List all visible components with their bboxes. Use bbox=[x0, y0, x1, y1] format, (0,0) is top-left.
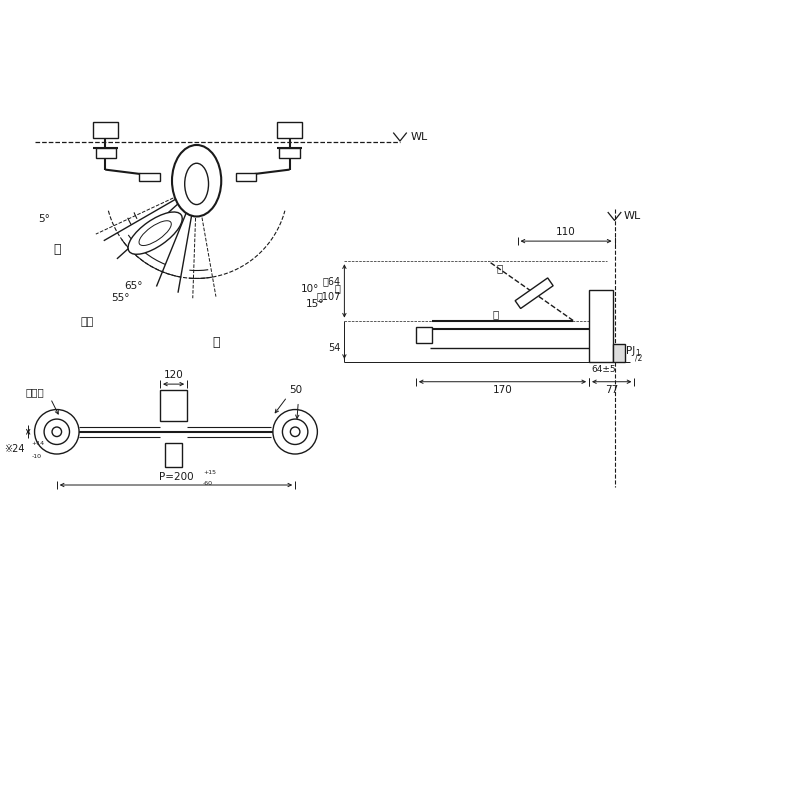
FancyBboxPatch shape bbox=[93, 122, 118, 138]
Polygon shape bbox=[515, 278, 553, 309]
Ellipse shape bbox=[185, 163, 209, 205]
FancyBboxPatch shape bbox=[416, 327, 432, 342]
Text: ※24: ※24 bbox=[4, 444, 25, 454]
FancyBboxPatch shape bbox=[279, 148, 300, 158]
Text: P=200: P=200 bbox=[158, 472, 194, 482]
Text: 水: 水 bbox=[212, 336, 219, 350]
Text: /2: /2 bbox=[635, 354, 642, 362]
FancyBboxPatch shape bbox=[139, 173, 160, 181]
Text: 開107: 開107 bbox=[316, 291, 341, 302]
Circle shape bbox=[34, 410, 79, 454]
Text: WL: WL bbox=[624, 211, 642, 222]
Text: +15: +15 bbox=[203, 470, 216, 474]
Text: -60: -60 bbox=[203, 481, 213, 486]
Text: 〜: 〜 bbox=[334, 283, 341, 294]
Circle shape bbox=[44, 419, 70, 445]
Text: 64±5: 64±5 bbox=[591, 365, 616, 374]
Text: 65°: 65° bbox=[125, 281, 143, 290]
Text: 開: 開 bbox=[496, 262, 502, 273]
Text: 取付脚: 取付脚 bbox=[25, 387, 44, 397]
FancyBboxPatch shape bbox=[165, 443, 182, 466]
FancyBboxPatch shape bbox=[96, 148, 116, 158]
Text: PJ: PJ bbox=[626, 346, 636, 356]
FancyBboxPatch shape bbox=[235, 173, 256, 181]
Circle shape bbox=[290, 427, 300, 437]
Text: 閉64: 閉64 bbox=[322, 277, 341, 286]
Text: 湯: 湯 bbox=[53, 242, 61, 255]
Text: -10: -10 bbox=[31, 454, 42, 459]
Ellipse shape bbox=[172, 145, 222, 217]
Text: 5°: 5° bbox=[38, 214, 50, 224]
Text: 55°: 55° bbox=[111, 294, 130, 303]
Text: 120: 120 bbox=[164, 370, 183, 379]
Text: 50: 50 bbox=[289, 386, 302, 395]
Ellipse shape bbox=[139, 221, 171, 246]
Text: 混合: 混合 bbox=[80, 317, 94, 327]
Text: 10°: 10° bbox=[301, 284, 319, 294]
Text: WL: WL bbox=[410, 132, 427, 142]
Text: +14: +14 bbox=[31, 441, 45, 446]
Text: 110: 110 bbox=[556, 227, 576, 238]
Text: 1: 1 bbox=[635, 349, 640, 358]
Text: 15°: 15° bbox=[306, 299, 325, 309]
Ellipse shape bbox=[128, 212, 182, 254]
FancyBboxPatch shape bbox=[160, 390, 187, 421]
FancyBboxPatch shape bbox=[613, 344, 625, 362]
FancyBboxPatch shape bbox=[589, 290, 613, 362]
Text: 54: 54 bbox=[328, 342, 341, 353]
Circle shape bbox=[52, 427, 62, 437]
FancyBboxPatch shape bbox=[277, 122, 302, 138]
Text: 77: 77 bbox=[605, 386, 618, 395]
Text: 170: 170 bbox=[493, 386, 512, 395]
Text: 閉: 閉 bbox=[492, 309, 498, 319]
Circle shape bbox=[282, 419, 308, 445]
Circle shape bbox=[273, 410, 318, 454]
